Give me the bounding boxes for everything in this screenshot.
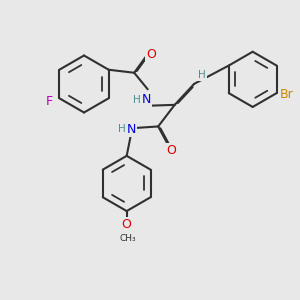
Text: N: N — [127, 123, 136, 136]
Text: F: F — [46, 95, 53, 108]
Text: CH₃: CH₃ — [120, 234, 136, 243]
Text: N: N — [142, 93, 151, 106]
Text: H: H — [133, 95, 141, 105]
Text: Br: Br — [279, 88, 293, 101]
Text: O: O — [122, 218, 132, 231]
Text: O: O — [146, 48, 156, 61]
Text: H: H — [198, 70, 206, 80]
Text: O: O — [167, 144, 177, 157]
Text: H: H — [118, 124, 126, 134]
